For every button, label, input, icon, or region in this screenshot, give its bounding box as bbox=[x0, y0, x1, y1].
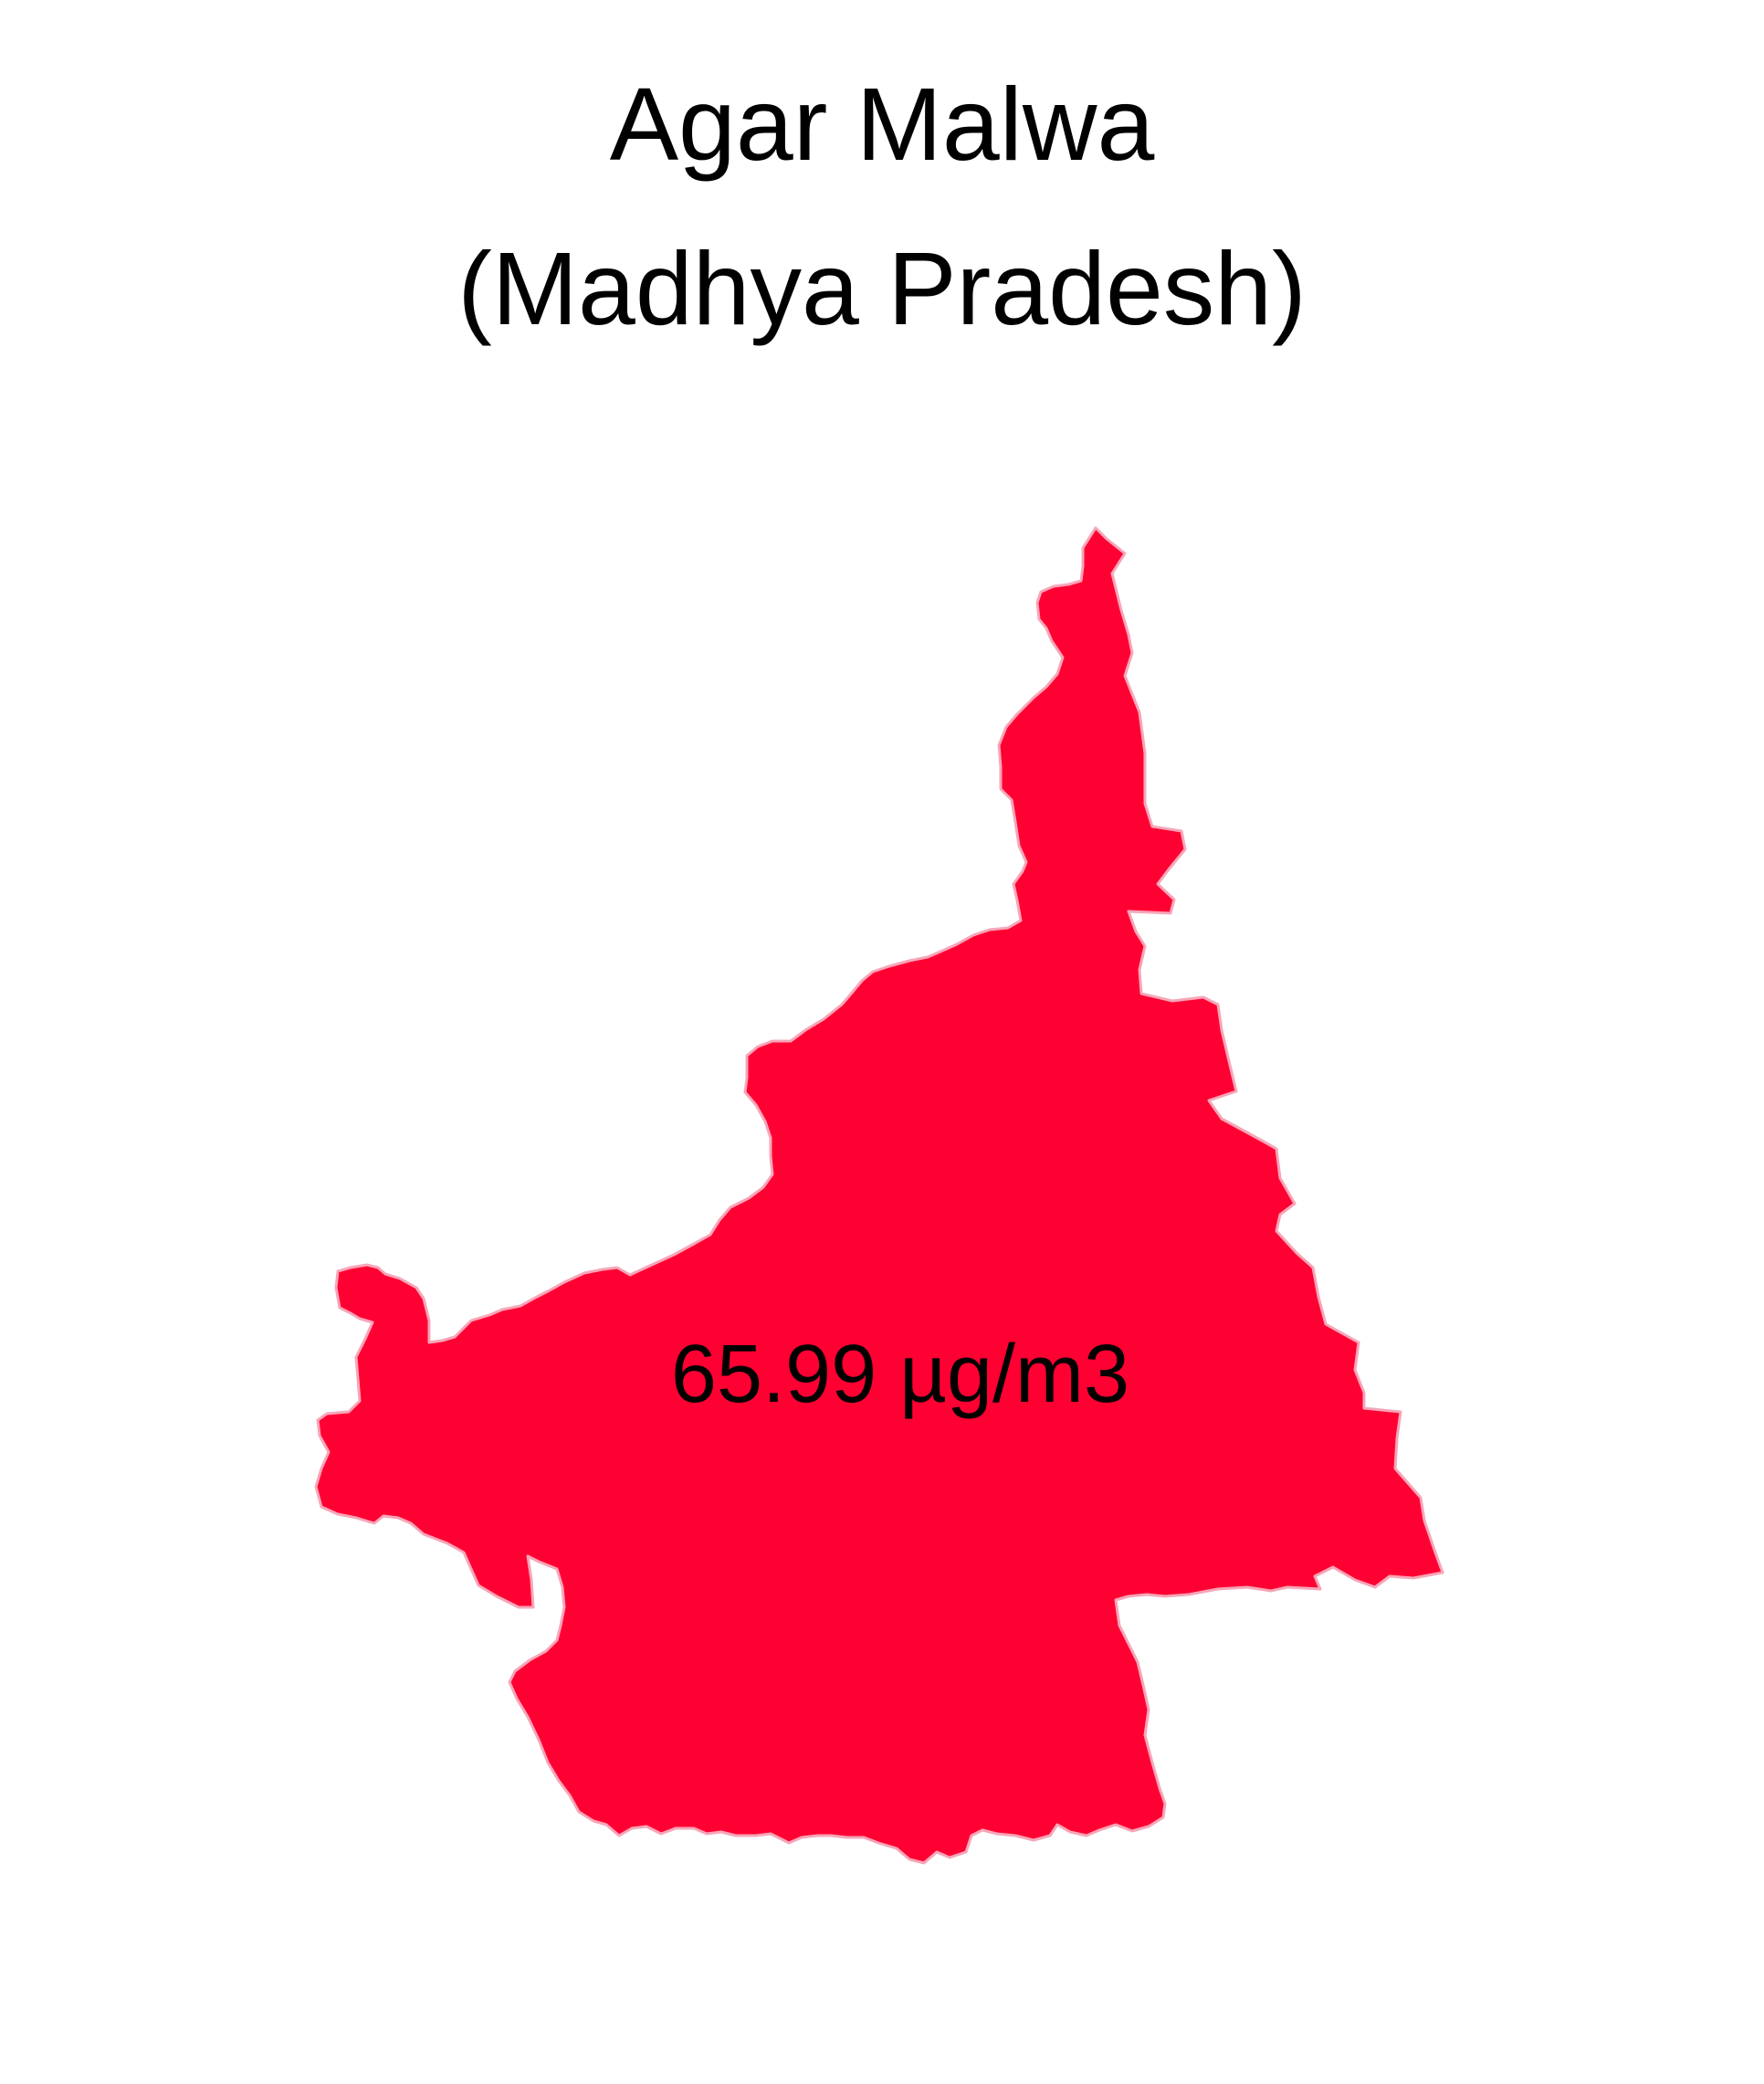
map-title: Agar Malwa bbox=[609, 67, 1155, 182]
map-subtitle: (Madhya Pradesh) bbox=[457, 231, 1307, 346]
district-region bbox=[314, 526, 1444, 1865]
pm25-value-label: 65.99 µg/m3 bbox=[670, 1329, 1130, 1420]
